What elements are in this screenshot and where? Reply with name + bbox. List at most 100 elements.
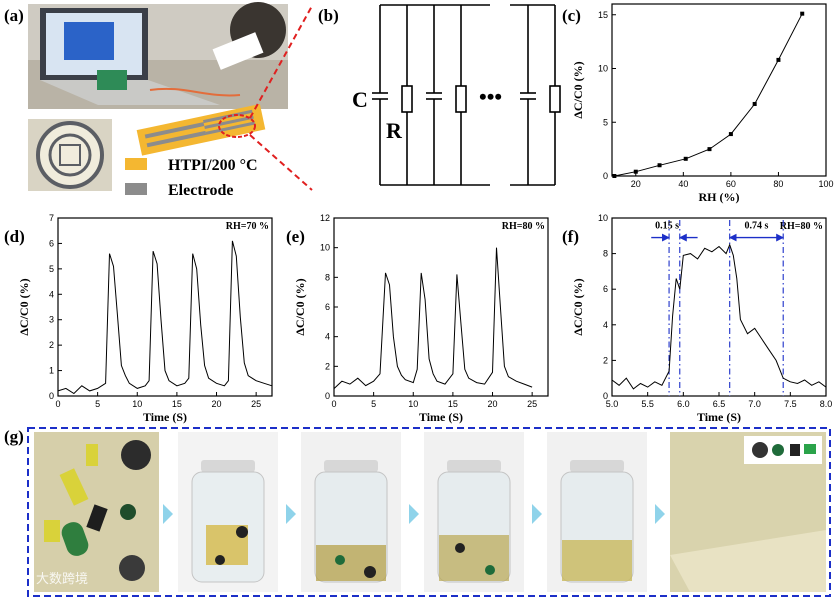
annotation-e: RH=80 %: [502, 221, 545, 232]
recovery-time-label: 0.74 s: [744, 221, 768, 232]
panel-label-a: (a): [4, 6, 24, 25]
data-point-c-0: [612, 174, 617, 178]
y-tick-label-c-1: 5: [603, 117, 608, 127]
panel-label-e: (e): [286, 227, 305, 246]
panel-label-b: (b): [318, 6, 339, 25]
process-frame: [27, 427, 831, 597]
plot-frame-d: [57, 217, 273, 397]
data-point-c-1: [633, 169, 638, 174]
x-tick-label-e-3: 15: [448, 399, 458, 409]
x-tick-label-f-2: 6.0: [677, 399, 690, 409]
x-tick-label-c-2: 60: [726, 179, 736, 189]
legend-swatch-electrode: [125, 183, 147, 195]
annotation-f: RH=80 %: [780, 221, 823, 232]
response-time-label: 0.15 s: [655, 221, 679, 232]
data-point-c-4: [707, 147, 712, 152]
y-tick-label-f-3: 6: [603, 284, 608, 294]
x-tick-label-e-4: 20: [488, 399, 498, 409]
x-tick-label-f-0: 5.0: [606, 399, 619, 409]
data-point-c-8: [800, 11, 805, 16]
plot-frame-e: [333, 217, 549, 397]
y-tick-label-c-0: 0: [603, 171, 608, 181]
panel-label-f: (f): [562, 227, 579, 246]
data-point-c-5: [728, 132, 733, 137]
series-line-c: [614, 13, 803, 177]
photo-recycled-film: [670, 432, 826, 592]
y-tick-label-f-1: 2: [603, 355, 608, 365]
y-tick-label-f-5: 10: [598, 213, 608, 223]
y-tick-label-e-0: 0: [325, 391, 330, 401]
photo-jar-solution: [547, 432, 647, 592]
x-tick-label-f-5: 7.5: [784, 399, 797, 409]
x-axis-label-e: Time (S): [419, 410, 463, 424]
photo-jar-solvent-2: [424, 432, 524, 592]
data-point-c-6: [752, 101, 757, 106]
x-tick-label-f-3: 6.5: [713, 399, 726, 409]
x-tick-label-f-1: 5.5: [641, 399, 654, 409]
data-point-c-2: [657, 163, 662, 168]
panel-b: (b) C R •••: [318, 4, 561, 186]
x-tick-label-e-2: 10: [408, 399, 418, 409]
capacitor-label: C: [352, 87, 368, 112]
watermark: 大数跨境: [36, 572, 88, 587]
panel-a: HTPI/200 °C Electrode (a): [4, 2, 313, 199]
x-tick-label-d-3: 15: [172, 399, 182, 409]
process-arrow-5: [655, 504, 665, 524]
chart-c: 20 40 60 80 100 0 5 10 15 RH (%) ΔC/C0 (%): [571, 3, 834, 204]
y-axis-label-f: ΔC/C0 (%): [571, 278, 585, 335]
y-tick-label-f-4: 8: [603, 249, 608, 259]
x-axis-label-c: RH (%): [699, 190, 740, 204]
y-tick-label-e-1: 2: [325, 361, 330, 371]
y-tick-label-d-3: 3: [49, 315, 54, 325]
chart-f: 5.0 5.5 6.0 6.5 7.0 7.5 8.0 0 2 4 6 8 10 Time (S) ΔC/C…: [571, 213, 832, 424]
y-tick-label-d-7: 7: [49, 213, 54, 223]
series-line-f: [611, 243, 827, 390]
zoom-line-bottom: [249, 134, 313, 191]
x-tick-label-e-1: 5: [371, 399, 376, 409]
x-tick-label-d-1: 5: [95, 399, 100, 409]
y-axis-label-d: ΔC/C0 (%): [17, 278, 31, 335]
x-tick-label-d-0: 0: [55, 399, 60, 409]
x-tick-label-f-6: 8.0: [820, 399, 833, 409]
series-line-d: [57, 240, 273, 395]
y-tick-label-e-2: 4: [325, 332, 330, 342]
y-tick-label-c-2: 10: [598, 64, 608, 74]
y-tick-label-c-3: 15: [598, 10, 608, 20]
y-tick-label-e-6: 12: [320, 213, 330, 223]
circuit-board: [97, 70, 127, 90]
x-tick-label-e-5: 25: [527, 399, 537, 409]
x-axis-label-f: Time (S): [697, 410, 741, 424]
chart-e: 0 5 10 15 20 25 0 2 4 6 8 10 12 Time (S) ΔC/C0 (%) RH=8…: [293, 213, 549, 424]
annotation-d: RH=70 %: [226, 221, 269, 232]
resistor-label: R: [386, 118, 403, 143]
y-tick-label-e-3: 6: [325, 302, 330, 312]
series-line-e: [333, 247, 533, 389]
data-point-c-3: [683, 156, 688, 161]
y-tick-label-d-2: 2: [49, 340, 54, 350]
x-tick-label-d-2: 10: [132, 399, 142, 409]
y-tick-label-f-0: 0: [603, 391, 608, 401]
y-tick-label-e-5: 10: [320, 243, 330, 253]
panel-label-g: (g): [4, 427, 24, 446]
y-tick-label-f-2: 4: [603, 320, 608, 330]
y-tick-label-d-0: 0: [49, 391, 54, 401]
process-arrow-3: [409, 504, 419, 524]
y-axis-label-e: ΔC/C0 (%): [293, 278, 307, 335]
y-tick-label-d-4: 4: [49, 289, 54, 299]
photo-jar-board: [178, 432, 278, 592]
x-tick-label-f-4: 7.0: [748, 399, 761, 409]
y-tick-label-d-1: 1: [49, 366, 54, 376]
ellipsis-label: •••: [479, 84, 502, 109]
x-tick-label-d-5: 25: [251, 399, 261, 409]
plot-frame-c: [611, 3, 827, 177]
panel-g: (g): [4, 427, 831, 597]
x-tick-label-d-4: 20: [212, 399, 222, 409]
zoom-line-top: [249, 5, 313, 119]
x-tick-label-c-3: 80: [773, 179, 783, 189]
legend-label-htpi: HTPI/200 °C: [168, 157, 258, 174]
data-point-c-7: [776, 57, 781, 62]
plot-frame-f: [611, 217, 827, 397]
legend-label-electrode: Electrode: [168, 182, 233, 199]
x-tick-label-c-0: 20: [631, 179, 641, 189]
